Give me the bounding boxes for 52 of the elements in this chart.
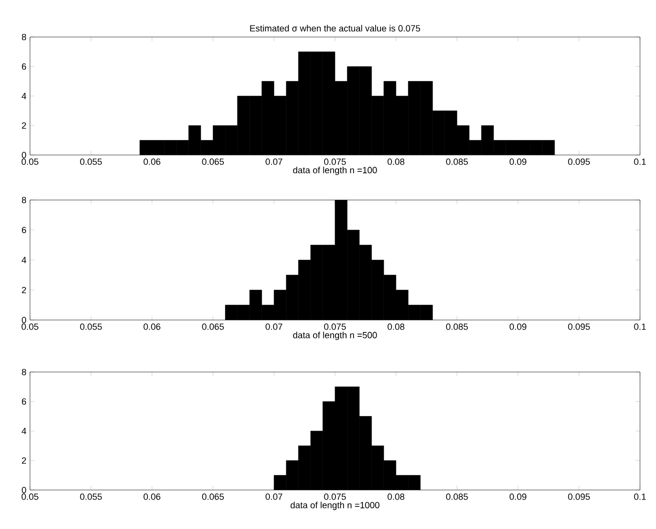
x-tick-label: 0.09	[510, 158, 526, 165]
x-tick-label: 0.05	[22, 494, 38, 500]
x-tick-label: 0.1	[634, 324, 646, 330]
y-tick-label: 6	[22, 226, 26, 234]
y-tick-label: 2	[22, 122, 26, 129]
x-axis-title: data of length n =500	[293, 332, 377, 340]
x-tick-label: 0.08	[388, 494, 404, 500]
y-tick-label: 0	[22, 486, 26, 494]
y-tick-label: 0	[22, 316, 26, 324]
y-tick-label: 8	[22, 196, 26, 204]
x-tick-label: 0.05	[22, 158, 38, 165]
y-tick-label: 0	[22, 152, 26, 158]
y-tick-label: 6	[22, 398, 26, 405]
x-tick-label: 0.085	[446, 494, 468, 500]
x-tick-label: 0.075	[324, 158, 346, 165]
x-tick-label: 0.1	[634, 494, 646, 500]
y-tick-label: 4	[22, 256, 26, 264]
x-tick-label: 0.085	[446, 324, 468, 330]
y-tick-label: 4	[22, 428, 26, 434]
x-tick-label: 0.06	[144, 494, 160, 500]
y-tick-label: 4	[22, 92, 26, 100]
x-tick-label: 0.095	[568, 158, 590, 165]
x-axis-title: data of length n =100	[293, 166, 377, 176]
x-tick-label: 0.08	[388, 324, 404, 330]
x-axis-title: data of length n =1000	[290, 502, 380, 510]
y-tick-label: 6	[22, 63, 26, 70]
x-tick-label: 0.055	[80, 324, 102, 330]
x-tick-label: 0.08	[388, 158, 404, 165]
x-tick-label: 0.095	[568, 494, 590, 500]
x-tick-label: 0.07	[266, 494, 282, 500]
x-tick-label: 0.065	[202, 158, 224, 165]
x-tick-label: 0.055	[80, 494, 102, 500]
x-tick-label: 0.06	[144, 324, 160, 330]
x-tick-label: 0.09	[510, 494, 526, 500]
x-tick-label: 0.095	[568, 324, 590, 330]
x-tick-label: 0.07	[266, 324, 282, 330]
x-tick-label: 0.09	[510, 324, 526, 330]
x-tick-label: 0.065	[202, 494, 224, 500]
x-tick-label: 0.07	[266, 158, 282, 165]
x-tick-label: 0.085	[446, 158, 468, 165]
x-tick-label: 0.065	[202, 324, 224, 330]
x-tick-label: 0.1	[634, 158, 646, 165]
x-tick-label: 0.075	[324, 324, 346, 330]
y-tick-label: 2	[22, 457, 26, 464]
y-tick-label: 2	[22, 286, 26, 294]
x-tick-label: 0.05	[22, 324, 38, 330]
x-tick-label: 0.06	[144, 158, 160, 165]
y-tick-label: 8	[22, 368, 26, 376]
x-tick-label: 0.075	[324, 494, 346, 500]
y-tick-label: 8	[22, 34, 26, 40]
x-tick-label: 0.055	[80, 158, 102, 165]
chart-title: Estimated σ when the actual value is 0.075	[250, 24, 420, 32]
